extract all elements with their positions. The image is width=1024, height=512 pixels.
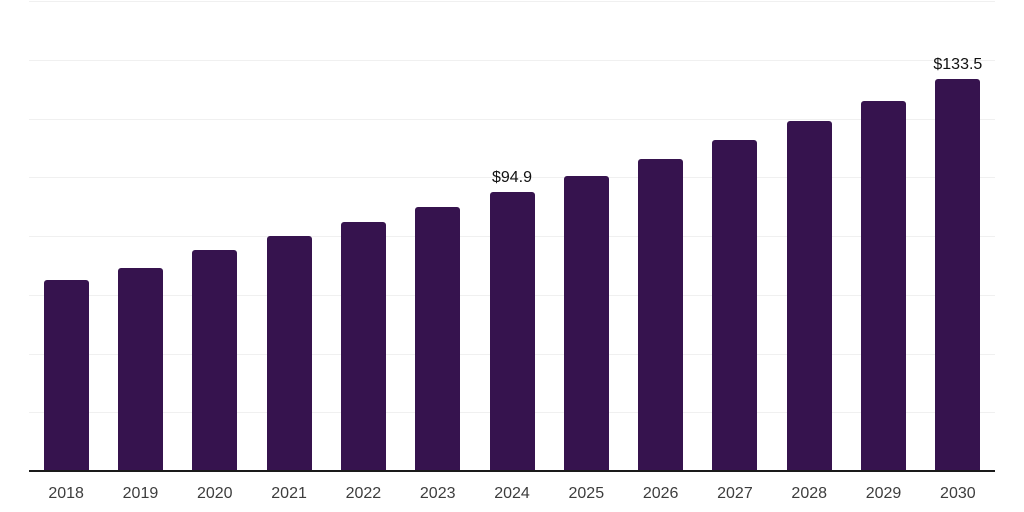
bar-value-label: $94.9 xyxy=(491,169,533,187)
gridline xyxy=(29,177,995,179)
gridline xyxy=(29,1,995,2)
bar-2019 xyxy=(117,267,163,471)
plot-area: $94.9 $133.5 xyxy=(29,1,995,472)
x-axis-label: 2028 xyxy=(791,485,828,502)
gridline xyxy=(29,118,995,120)
x-axis-label: 2019 xyxy=(122,485,159,502)
x-axis-label: 2025 xyxy=(568,485,605,502)
gridline xyxy=(29,59,995,61)
bar-2021 xyxy=(266,235,312,471)
x-axis-label: 2020 xyxy=(196,485,233,502)
bar-2027 xyxy=(712,140,758,471)
bar-2026 xyxy=(638,158,684,471)
bar-2028 xyxy=(786,121,832,471)
x-axis-label: 2024 xyxy=(494,485,530,502)
bar-2023 xyxy=(415,207,461,471)
x-axis-label: 2026 xyxy=(642,485,679,502)
bar-2030 xyxy=(935,78,981,471)
x-axis-label: 2022 xyxy=(345,485,382,502)
x-axis-line xyxy=(29,470,995,472)
bar-2022 xyxy=(340,222,386,471)
x-axis-label: 2021 xyxy=(271,485,307,502)
bar-2029 xyxy=(861,100,907,471)
bar-2024 xyxy=(489,192,535,471)
bar-2025 xyxy=(563,175,609,471)
x-axis-label: 2023 xyxy=(419,485,456,502)
bar-2020 xyxy=(192,249,238,471)
x-axis-label: 2030 xyxy=(940,485,976,502)
bar-2018 xyxy=(43,280,89,471)
x-axis-label: 2018 xyxy=(48,485,84,502)
bar-value-label: $133.5 xyxy=(933,55,983,73)
x-axis-label: 2029 xyxy=(865,485,902,502)
x-axis-label: 2027 xyxy=(717,485,753,502)
